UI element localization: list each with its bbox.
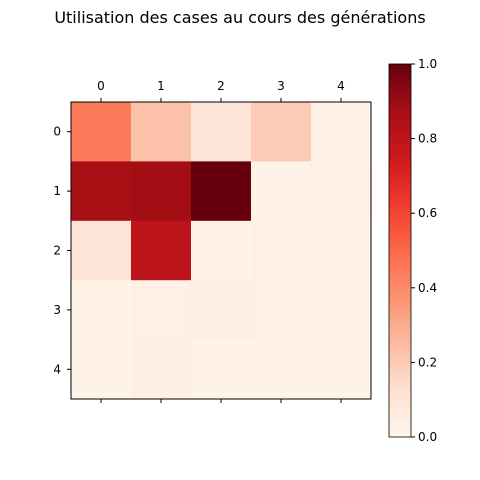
colorbar-tick-label-1: 0.2 xyxy=(418,355,437,369)
heatmap-cell-r1-c0 xyxy=(71,161,132,222)
heatmap-cell-r2-c4 xyxy=(311,220,372,281)
heatmap-cell-r1-c4 xyxy=(311,161,372,222)
colorbar-tick-label-0: 0.0 xyxy=(418,430,437,444)
heatmap-cell-r2-c0 xyxy=(71,220,132,281)
y-tick-label-2: 2 xyxy=(53,244,61,258)
heatmap-cell-r4-c1 xyxy=(131,339,192,400)
heatmap-cell-r2-c3 xyxy=(251,220,312,281)
heatmap-cells xyxy=(71,102,372,400)
x-tick-label-3: 3 xyxy=(277,79,285,93)
heatmap-cell-r3-c3 xyxy=(251,280,312,341)
heatmap-cell-r0-c1 xyxy=(131,102,192,162)
x-tick-label-2: 2 xyxy=(217,79,225,93)
x-tick-label-1: 1 xyxy=(157,79,165,93)
heatmap-cell-r0-c0 xyxy=(71,102,132,162)
heatmap-cell-r2-c2 xyxy=(191,220,252,281)
x-tick-label-4: 4 xyxy=(337,79,345,93)
colorbar-tick-label-3: 0.6 xyxy=(418,206,437,220)
heatmap-cell-r3-c0 xyxy=(71,280,132,341)
y-tick-label-0: 0 xyxy=(53,125,61,139)
y-tick-label-4: 4 xyxy=(53,362,61,376)
axis-ticks: 0 1 2 3 4 0 1 2 3 4 xyxy=(53,79,345,403)
x-tick-label-0: 0 xyxy=(97,79,105,93)
heatmap-cell-r4-c0 xyxy=(71,339,132,400)
heatmap-cell-r1-c1 xyxy=(131,161,192,222)
heatmap-cell-r0-c4 xyxy=(311,102,372,162)
colorbar-tick-label-4: 0.8 xyxy=(418,132,437,146)
heatmap-cell-r1-c3 xyxy=(251,161,312,222)
heatmap-cell-r1-c2 xyxy=(191,161,252,222)
heatmap-cell-r4-c3 xyxy=(251,339,312,400)
chart-title: Utilisation des cases au cours des génér… xyxy=(54,8,425,27)
colorbar-tick-label-5: 1.0 xyxy=(418,57,437,71)
heatmap-cell-r3-c2 xyxy=(191,280,252,341)
y-tick-label-3: 3 xyxy=(53,303,61,317)
y-tick-label-1: 1 xyxy=(53,184,61,198)
colorbar-ticks: 0.0 0.2 0.4 0.6 0.8 1.0 xyxy=(411,57,437,444)
heatmap-cell-r3-c1 xyxy=(131,280,192,341)
colorbar xyxy=(388,63,412,438)
heatmap-cell-r3-c4 xyxy=(311,280,372,341)
heatmap-cell-r0-c2 xyxy=(191,102,252,162)
colorbar-tick-label-2: 0.4 xyxy=(418,281,437,295)
heatmap-cell-r4-c4 xyxy=(311,339,372,400)
heatmap-cell-r0-c3 xyxy=(251,102,312,162)
heatmap-cell-r4-c2 xyxy=(191,339,252,400)
heatmap-cell-r2-c1 xyxy=(131,220,192,281)
